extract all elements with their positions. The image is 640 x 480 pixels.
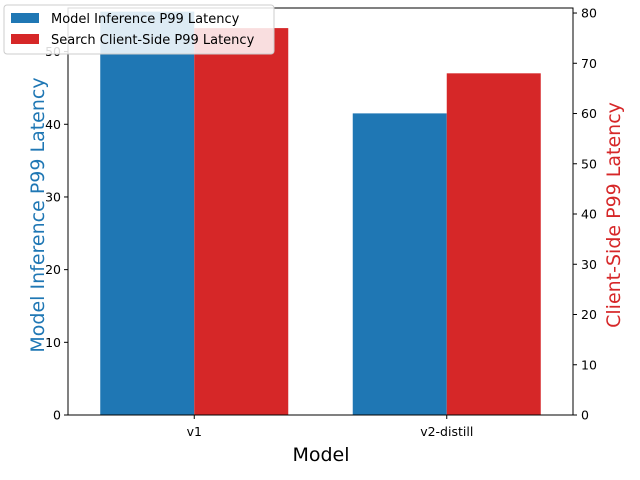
legend-label-client-side: Search Client-Side P99 Latency: [51, 33, 255, 48]
right-tick-label: 50: [581, 156, 597, 171]
left-tick-label: 10: [45, 335, 61, 350]
right-tick-label: 10: [581, 357, 597, 372]
left-tick-label: 20: [45, 262, 61, 277]
x-axis-label: Model: [292, 444, 349, 466]
x-tick-label: v1: [187, 424, 202, 439]
plot-frame: [67, 7, 574, 416]
left-tick-label: 0: [53, 408, 61, 423]
legend: Model Inference P99 Latency Search Clien…: [3, 4, 275, 55]
left-axis-label: Model Inference P99 Latency: [27, 77, 49, 352]
legend-swatch-model-inference: [11, 13, 39, 23]
bar-model-inference-v2-distill: [352, 113, 447, 416]
right-tick-label: 60: [581, 106, 597, 121]
right-tick-label: 80: [581, 6, 597, 21]
bars-left-series: [100, 11, 447, 416]
legend-label-model-inference: Model Inference P99 Latency: [51, 12, 240, 27]
right-axis-ticks: 0 10 20 30 40 50 60 70 80: [573, 6, 597, 423]
left-tick-label: 30: [45, 189, 61, 204]
right-tick-label: 0: [581, 408, 589, 423]
bar-client-side-v2-distill: [446, 73, 541, 415]
bar-model-inference-v1: [100, 11, 195, 415]
left-tick-label: 40: [45, 117, 61, 132]
right-tick-label: 70: [581, 56, 597, 71]
right-tick-label: 20: [581, 307, 597, 322]
bar-client-side-v1: [194, 28, 289, 416]
x-axis-ticks: v1 v2-distill: [187, 415, 473, 439]
right-axis-label: Client-Side P99 Latency: [603, 102, 625, 328]
x-tick-label: v2-distill: [420, 424, 473, 439]
legend-swatch-client-side: [11, 34, 39, 44]
legend-box: [3, 4, 275, 55]
bars-right-series: [194, 28, 541, 416]
right-tick-label: 40: [581, 207, 597, 222]
right-tick-label: 30: [581, 257, 597, 272]
